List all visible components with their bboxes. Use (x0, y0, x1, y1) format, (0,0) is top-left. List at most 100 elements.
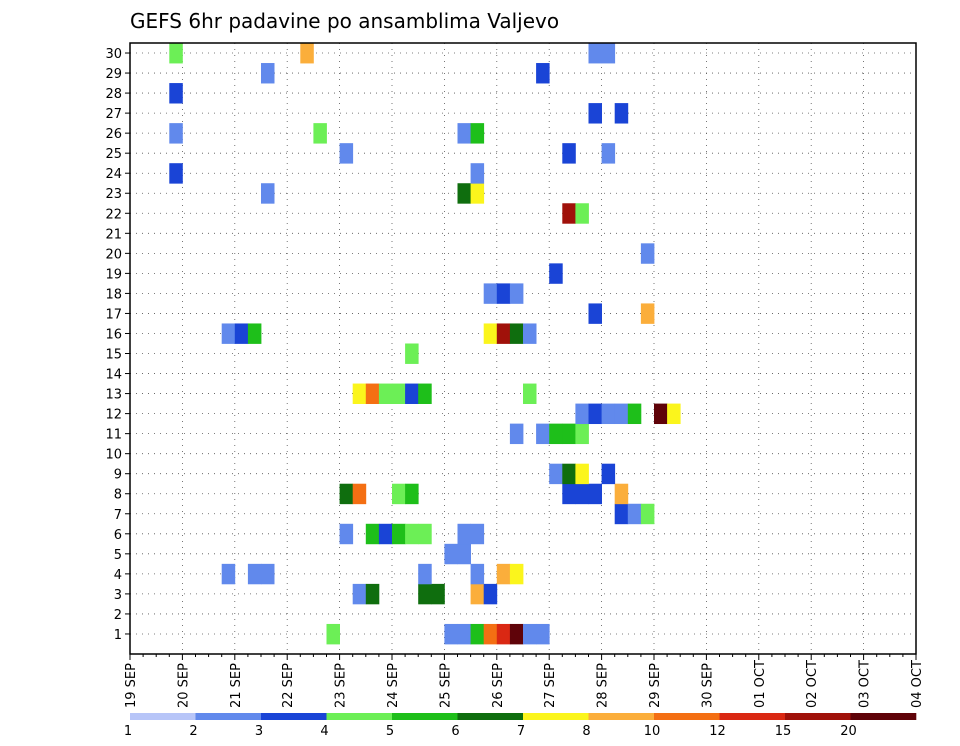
precip-cell (339, 143, 354, 164)
y-tick-label: 22 (105, 207, 122, 222)
legend-label: 2 (189, 724, 197, 739)
precip-cell (352, 583, 367, 605)
precip-cell (470, 563, 485, 585)
precip-cell (562, 423, 576, 445)
precip-cell (444, 623, 458, 645)
precip-cell (601, 143, 616, 164)
precip-cell (326, 623, 340, 645)
legend-label: 4 (320, 724, 328, 739)
y-tick-label: 2 (114, 608, 122, 623)
precip-cell (169, 123, 183, 144)
precip-cell (536, 63, 550, 84)
precip-cell (392, 523, 406, 545)
y-tick-label: 29 (105, 67, 122, 82)
y-tick-label: 8 (114, 488, 122, 503)
precip-cell (339, 523, 354, 545)
precip-cell (549, 463, 563, 485)
precip-cell (405, 343, 419, 364)
legend-label: 12 (709, 724, 726, 739)
precip-cell (431, 583, 445, 605)
legend-swatch (523, 713, 589, 720)
precip-cell (470, 163, 485, 184)
grid (130, 43, 916, 654)
y-tick-label: 26 (105, 127, 122, 142)
precip-cell (221, 323, 236, 344)
x-tick-label: 27 SEP (543, 663, 558, 708)
y-tick-label: 7 (114, 508, 122, 523)
precip-cell (601, 463, 616, 485)
legend-label: 6 (451, 724, 459, 739)
precip-cell (588, 43, 602, 64)
precip-cell (247, 563, 262, 585)
precip-cell (470, 583, 485, 605)
y-tick-label: 5 (114, 548, 122, 563)
legend-label: 3 (255, 724, 263, 739)
precip-cell (588, 303, 602, 324)
precip-cell (627, 403, 642, 425)
precip-cell (575, 403, 589, 425)
y-tick-label: 11 (105, 428, 122, 443)
precip-cell (588, 403, 602, 425)
x-tick-label: 20 SEP (176, 663, 191, 708)
legend-swatch (785, 713, 851, 720)
precip-cell (418, 383, 432, 404)
x-tick-label: 19 SEP (124, 663, 139, 708)
precip-cell (496, 623, 511, 645)
precip-cell (392, 383, 406, 404)
y-axis: 1234567891011121314151617181920212223242… (105, 47, 130, 643)
y-tick-label: 4 (114, 568, 122, 583)
precip-cell (562, 463, 576, 485)
precip-cell (352, 483, 367, 505)
precip-cell (562, 143, 576, 164)
plot-frame (129, 42, 917, 655)
precip-cell (470, 183, 485, 204)
precip-cell (457, 543, 471, 565)
precip-cell (261, 63, 275, 84)
precip-cell (549, 423, 563, 445)
y-tick-label: 25 (105, 147, 122, 162)
precip-cell (457, 523, 471, 545)
y-tick-label: 24 (105, 167, 122, 182)
precip-cell (588, 103, 602, 124)
y-tick-label: 14 (105, 368, 122, 383)
x-axis: 19 SEP 20 SEP 21 SEP 22 SEP 23 SEP 24 SEP 25 S… (124, 654, 925, 708)
precip-cell (418, 523, 432, 545)
precip-cell (562, 483, 576, 505)
precip-cell (392, 483, 406, 505)
y-tick-label: 9 (114, 468, 122, 483)
y-tick-label: 1 (114, 628, 122, 643)
precip-cell (523, 623, 537, 645)
precip-cell (509, 283, 524, 304)
legend-swatch (588, 713, 655, 720)
legend-label: 1 (124, 724, 132, 739)
precip-cell (365, 523, 380, 545)
precip-cell (313, 123, 327, 144)
legend-label: 20 (840, 724, 857, 739)
precip-cell (169, 43, 183, 64)
legend-label: 5 (386, 724, 394, 739)
precip-cell (418, 563, 432, 585)
precip-cell (614, 483, 629, 505)
precip-cell (378, 383, 393, 404)
x-tick-label: 02 OCT (805, 660, 820, 708)
x-tick-label: 03 OCT (858, 660, 873, 708)
y-tick-label: 27 (105, 107, 122, 122)
precip-cell (339, 483, 354, 505)
legend-label: 8 (582, 724, 590, 739)
precip-cell (640, 303, 655, 324)
y-tick-label: 12 (105, 408, 122, 423)
precip-cell (614, 403, 629, 425)
y-tick-label: 28 (105, 87, 122, 102)
x-tick-label: 04 OCT (910, 660, 925, 708)
precip-cell (588, 483, 602, 505)
y-tick-label: 13 (105, 388, 122, 403)
precip-cell (405, 483, 419, 505)
precip-cell (640, 503, 655, 525)
precip-cell (509, 623, 524, 645)
x-tick-label: 28 SEP (596, 663, 611, 708)
x-tick-label: 24 SEP (386, 663, 401, 708)
precip-cell (496, 563, 511, 585)
legend-label: 15 (775, 724, 792, 739)
precip-cell (483, 283, 498, 304)
chart-title: GEFS 6hr padavine po ansamblima Valjevo (130, 9, 559, 33)
